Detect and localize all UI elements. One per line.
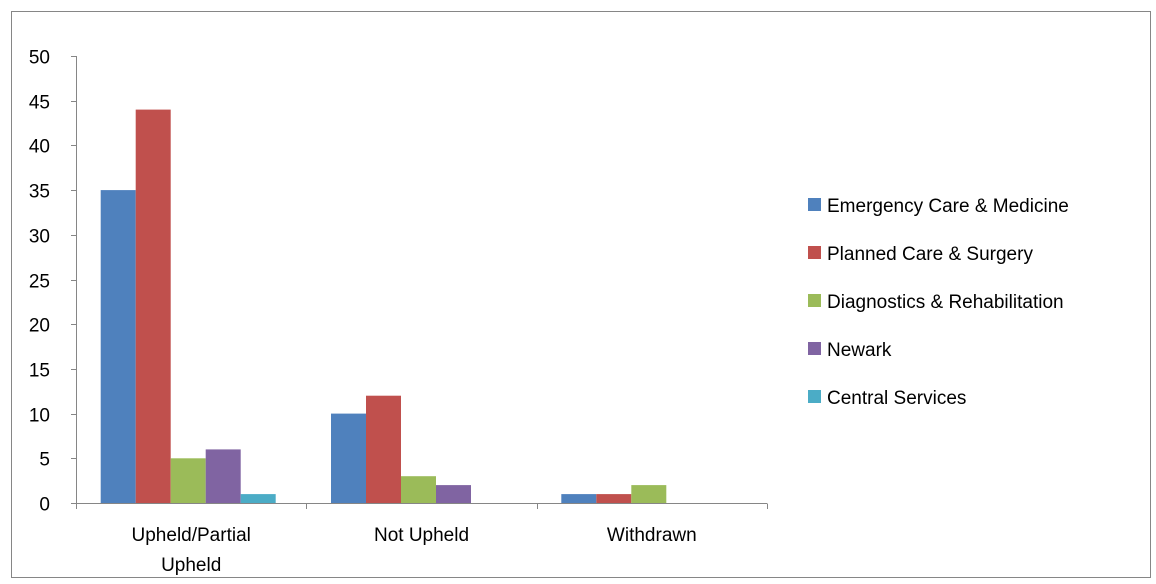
y-tick-label: 25 [29, 272, 50, 293]
bar [170, 458, 206, 503]
y-tick-label: 5 [39, 450, 50, 471]
legend-swatch [808, 294, 821, 307]
bar [135, 109, 171, 503]
bar [366, 395, 401, 503]
bar [561, 494, 597, 503]
y-tick-label: 15 [29, 361, 50, 382]
x-tick-label: Withdrawn [607, 525, 697, 546]
y-tick-label: 20 [29, 316, 50, 337]
legend-swatch [808, 390, 821, 403]
legend-entry-label: Emergency Care & Medicine [827, 196, 1069, 217]
bar [331, 413, 366, 503]
legend-entry-label: Newark [827, 340, 892, 361]
legend-swatch [808, 342, 821, 355]
bar [596, 494, 632, 503]
legend-entry-label: Planned Care & Surgery [827, 244, 1033, 265]
y-tick-label: 40 [29, 137, 50, 158]
x-tick-label: Upheld/Partial [132, 525, 251, 546]
bar [100, 190, 136, 503]
legend-entry-label: Central Services [827, 388, 966, 409]
legend: Emergency Care & Medicine Planned Care & … [808, 196, 1069, 409]
legend-entry-label: Diagnostics & Rehabilitation [827, 292, 1064, 313]
y-tick-label: 10 [29, 406, 50, 427]
x-tick-label: Not Upheld [374, 525, 469, 546]
bar [401, 476, 436, 503]
y-tick-label: 30 [29, 227, 50, 248]
bar [631, 485, 667, 503]
y-tick-label: 45 [29, 93, 50, 114]
plot-area: 0 5 10 15 20 25 30 35 40 45 50 Upheld/Partial Upheld… [29, 48, 768, 576]
legend-swatch [808, 198, 821, 211]
y-tick-label: 50 [29, 48, 50, 69]
y-tick-label: 35 [29, 182, 50, 203]
bar [436, 485, 471, 503]
y-tick-label: 0 [39, 495, 50, 516]
bar [240, 494, 276, 503]
bar [205, 449, 241, 503]
legend-swatch [808, 246, 821, 259]
x-tick-label: Upheld [161, 555, 221, 576]
